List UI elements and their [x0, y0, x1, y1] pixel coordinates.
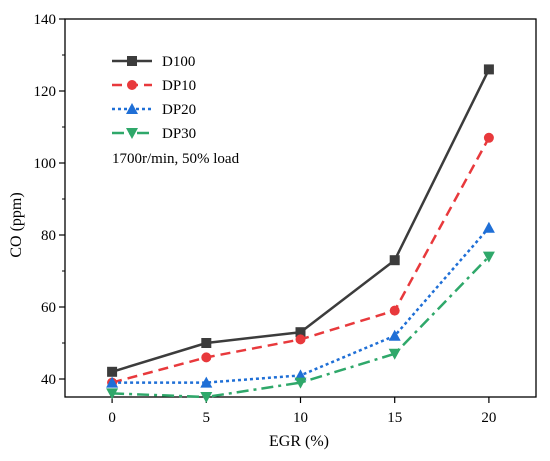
legend-item-d100: D100 — [112, 54, 195, 70]
x-axis-title: EGR (%) — [269, 433, 329, 450]
data-point-dp20 — [388, 329, 401, 341]
x-tick-label: 10 — [293, 410, 308, 426]
x-tick-label: 0 — [108, 410, 116, 426]
data-point-dp10 — [483, 132, 494, 143]
legend-label-d100: D100 — [162, 54, 195, 70]
data-point-dp30 — [200, 392, 213, 403]
series-line-dp20 — [112, 226, 490, 384]
legend-item-dp10: DP10 — [112, 78, 196, 94]
data-point-dp20 — [200, 376, 213, 388]
legend: D100 DP10 DP20 DP30 — [112, 54, 196, 142]
series-line-dp10 — [111, 137, 490, 384]
data-point-dp20 — [106, 376, 119, 388]
legend-item-dp30: DP30 — [112, 126, 196, 142]
y-axis-title: CO (ppm) — [8, 192, 25, 257]
legend-label-dp20: DP20 — [162, 102, 196, 118]
data-point-dp10 — [201, 352, 212, 363]
y-tick-label: 120 — [34, 84, 57, 100]
legend-marker-dp10 — [127, 80, 137, 90]
y-tick-label: 80 — [41, 228, 56, 244]
data-point-dp10 — [295, 334, 306, 345]
data-point-dp10 — [389, 305, 400, 316]
x-tick-label: 15 — [387, 410, 402, 426]
legend-marker-d100 — [127, 56, 137, 66]
data-point-dp30 — [388, 348, 401, 360]
x-tick-label: 20 — [481, 410, 496, 426]
data-point-dp30 — [482, 251, 495, 263]
legend-item-dp20: DP20 — [112, 102, 196, 118]
series-line-dp30 — [112, 255, 490, 399]
legend-label-dp10: DP10 — [162, 78, 196, 94]
data-point-dp20 — [482, 221, 495, 233]
series-dp20 — [106, 221, 495, 388]
data-point-d100 — [483, 64, 494, 75]
data-point-d100 — [389, 255, 400, 266]
y-tick-label: 100 — [34, 156, 57, 172]
y-tick-label: 140 — [34, 12, 57, 28]
axis-ticks: 0 5 10 15 20 40 60 80 100 120 140 — [34, 12, 497, 426]
y-tick-label: 40 — [41, 372, 56, 388]
legend-label-dp30: DP30 — [162, 126, 196, 142]
series-d100 — [107, 64, 494, 377]
data-point-d100 — [107, 366, 118, 377]
legend-marker-dp20 — [126, 103, 138, 114]
data-point-dp30 — [106, 388, 119, 400]
series-dp10 — [107, 132, 494, 388]
data-point-d100 — [295, 327, 306, 338]
data-point-d100 — [201, 338, 212, 348]
condition-annotation: 1700r/min, 50% load — [112, 151, 240, 167]
series-dp30 — [106, 251, 495, 403]
legend-marker-dp30 — [126, 128, 138, 139]
data-point-dp30 — [294, 377, 307, 389]
y-tick-label: 60 — [41, 300, 56, 316]
series-group — [106, 64, 495, 403]
x-tick-label: 5 — [203, 410, 211, 426]
